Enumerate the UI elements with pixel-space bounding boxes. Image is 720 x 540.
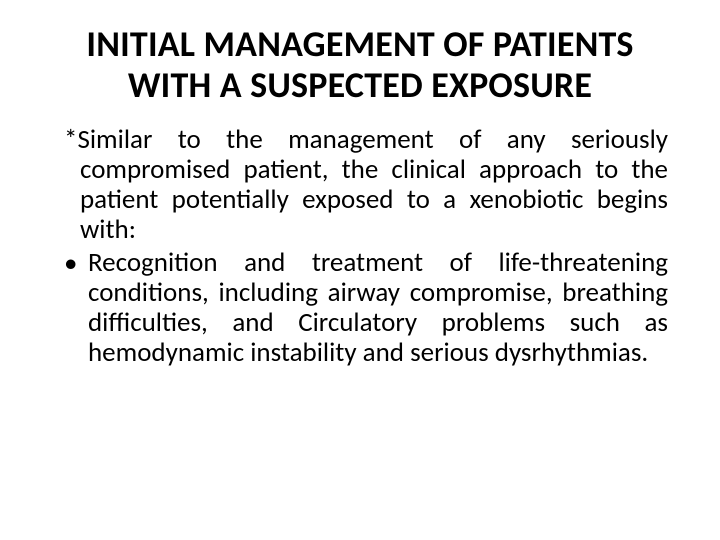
bullet-text: Recognition and treatment of life-threat…: [88, 248, 668, 369]
bullet-item: • Recognition and treatment of life-thre…: [52, 248, 668, 369]
slide-body: *Similar to the management of any seriou…: [52, 125, 668, 369]
intro-prefix: *: [64, 123, 77, 156]
intro-paragraph: *Similar to the management of any seriou…: [52, 125, 668, 246]
intro-text: Similar to the management of any serious…: [77, 123, 668, 247]
bullet-marker: •: [64, 248, 88, 279]
slide-title: INITIAL MANAGEMENT OF PATIENTS WITH A SU…: [52, 24, 668, 107]
slide-container: INITIAL MANAGEMENT OF PATIENTS WITH A SU…: [0, 0, 720, 540]
